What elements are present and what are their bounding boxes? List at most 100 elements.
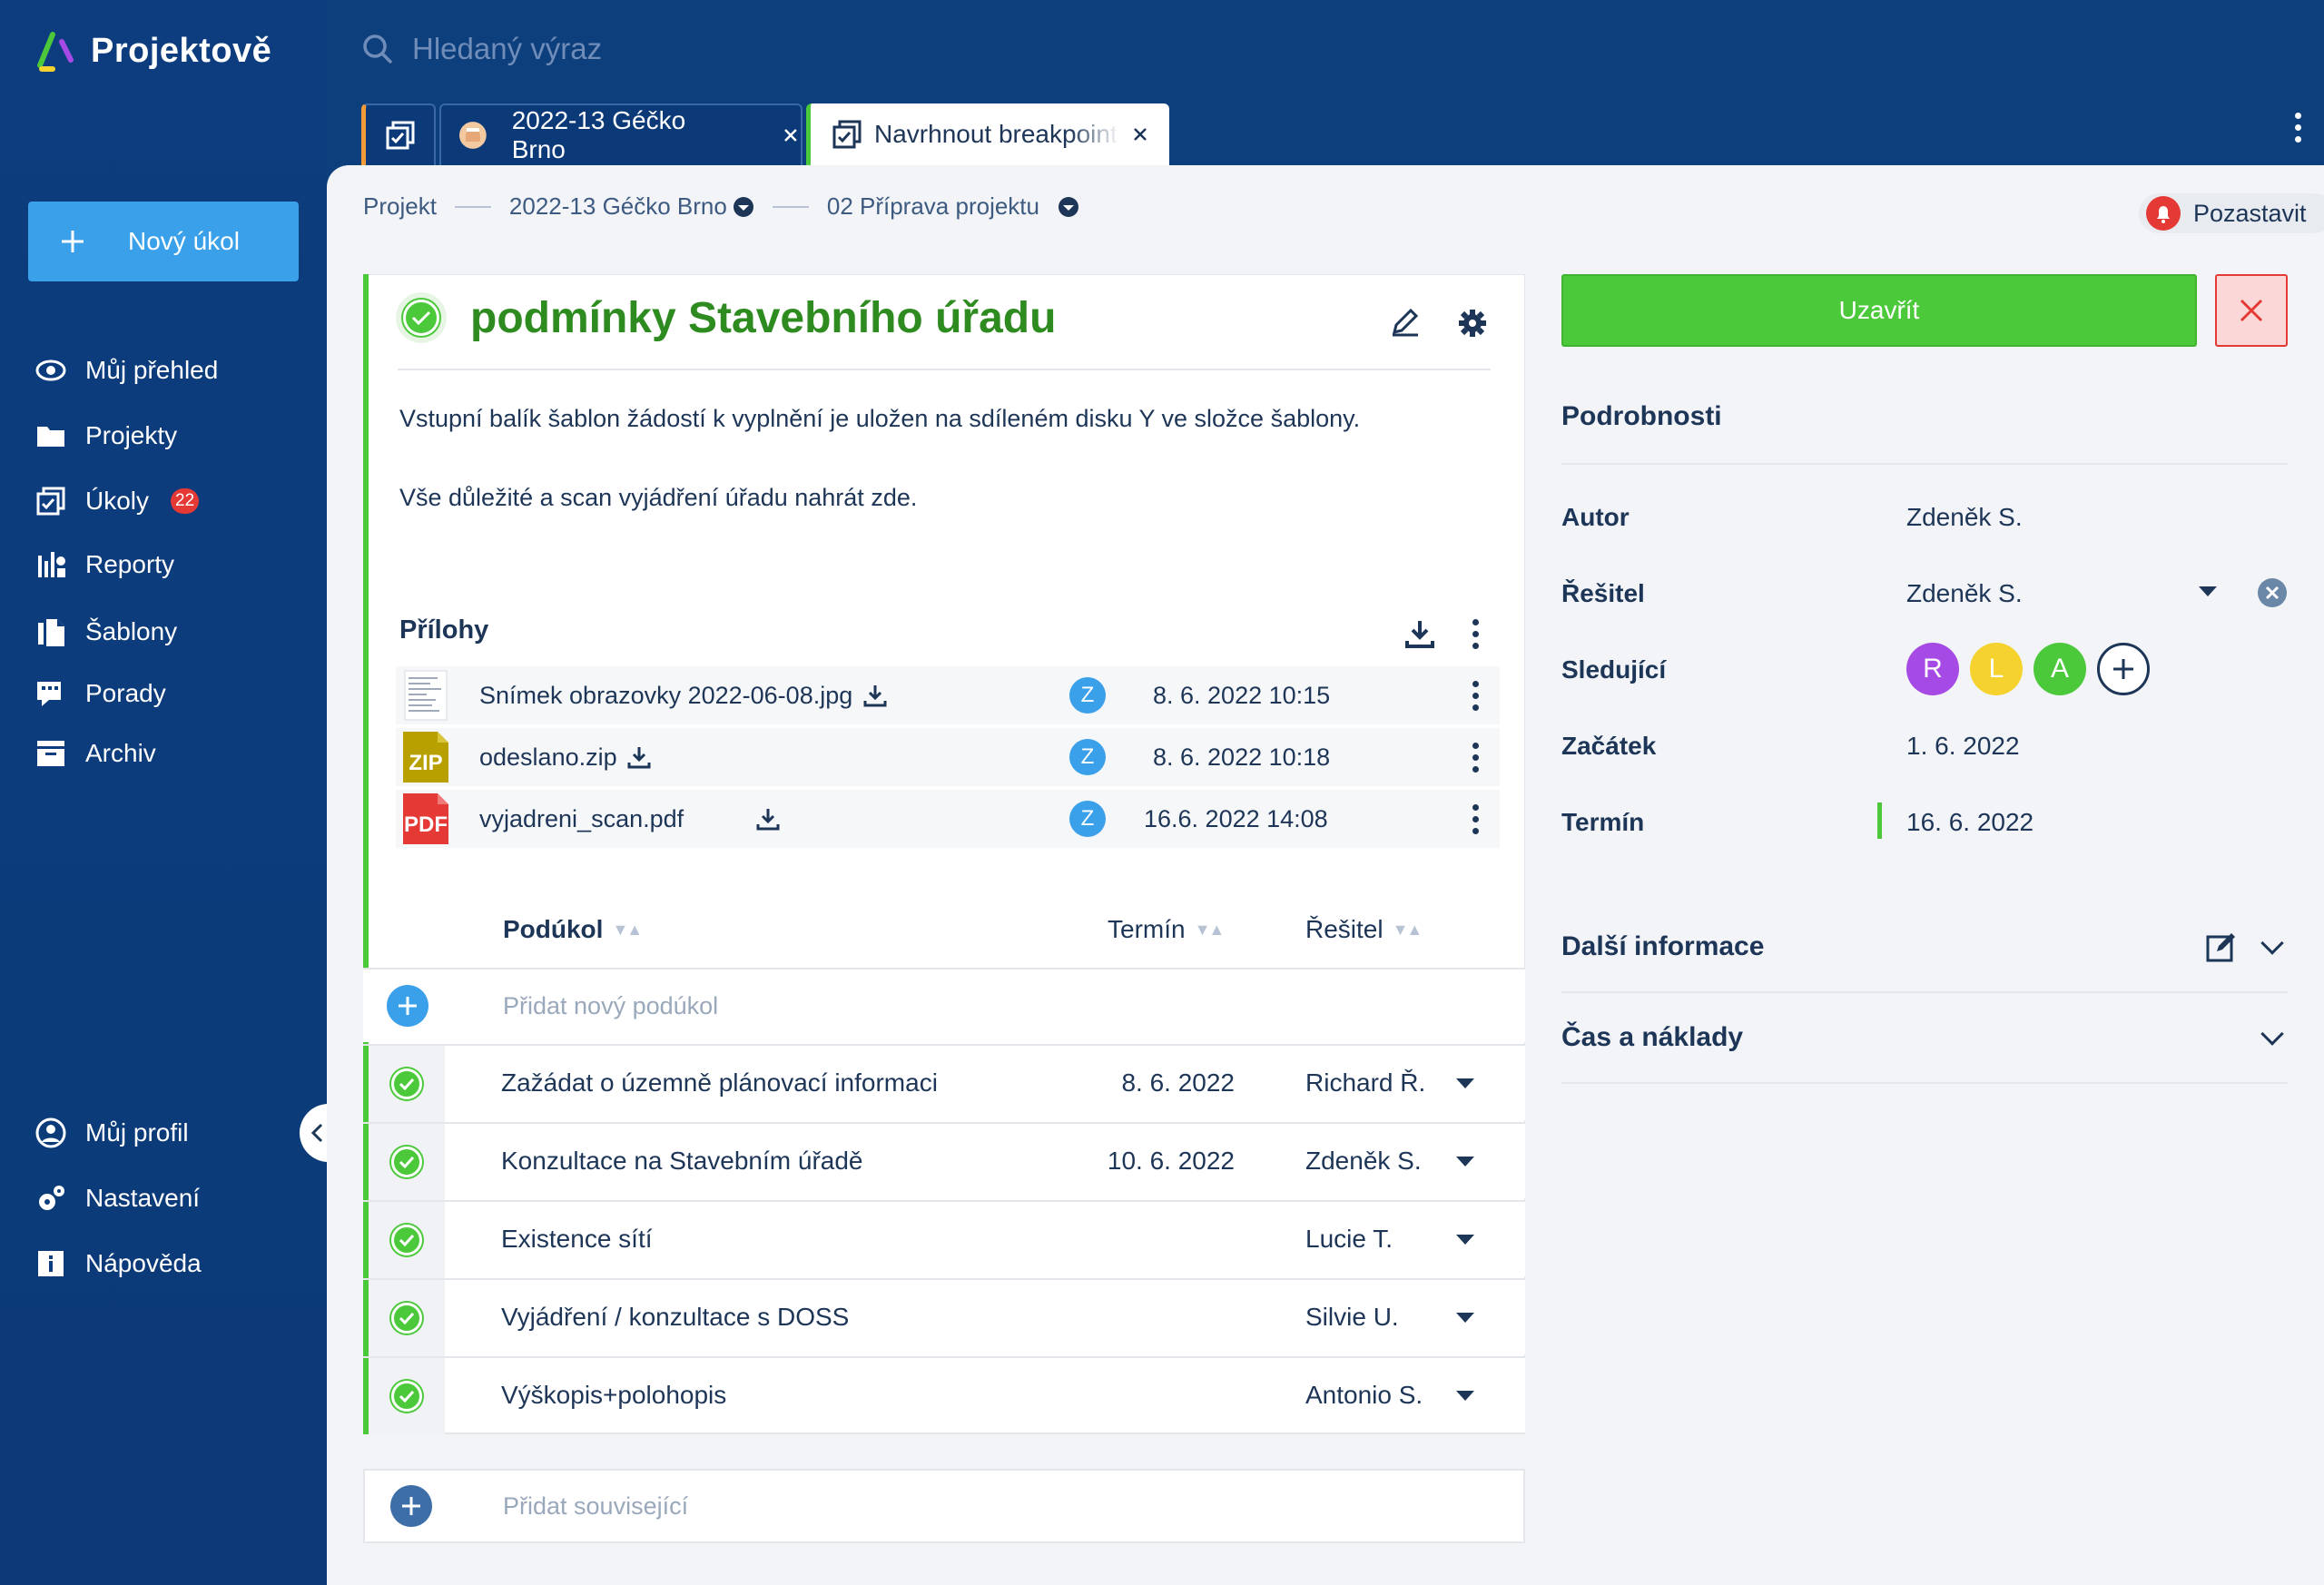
pause-button[interactable]: Pozastavit bbox=[2139, 193, 2324, 233]
chevron-down-icon[interactable] bbox=[2199, 586, 2217, 596]
subtask-name[interactable]: Existence sítí bbox=[501, 1225, 653, 1253]
sidebar-item-settings[interactable]: Nastavení bbox=[34, 1178, 200, 1218]
add-subtask-row[interactable]: Přidat nový podúkol bbox=[363, 968, 1525, 1042]
chevron-down-icon[interactable] bbox=[1456, 1156, 1474, 1167]
start-value[interactable]: 1. 6. 2022 bbox=[1906, 732, 2020, 760]
column-header-date[interactable]: Termín ▼▲ bbox=[1108, 915, 1225, 944]
table-row[interactable]: Zažádat o územně plánovací informaci 8. … bbox=[363, 1044, 1525, 1122]
solver-select[interactable]: Zdeněk S. bbox=[1906, 579, 2023, 607]
sidebar-item-help[interactable]: Nápověda bbox=[34, 1244, 202, 1284]
chevron-down-circle-icon[interactable] bbox=[1058, 196, 1079, 218]
divider bbox=[1561, 463, 2288, 465]
more-info-heading[interactable]: Další informace bbox=[1561, 931, 1765, 961]
avatar[interactable]: L bbox=[1970, 643, 2023, 695]
attachment-row[interactable]: ZIP odeslano.zip Z 8. 6. 2022 10:18 bbox=[396, 728, 1500, 786]
zip-file-icon: ZIP bbox=[403, 732, 448, 783]
close-icon[interactable] bbox=[781, 125, 801, 145]
chevron-down-icon[interactable] bbox=[1456, 1234, 1474, 1245]
avatar[interactable]: R bbox=[1906, 643, 1959, 695]
close-icon[interactable] bbox=[1130, 124, 1150, 144]
meetings-icon bbox=[37, 682, 61, 706]
attachment-menu-icon[interactable] bbox=[1472, 742, 1479, 773]
table-row[interactable]: Výškopis+polohopis Antonio S. bbox=[363, 1356, 1525, 1434]
clear-icon[interactable] bbox=[2257, 577, 2288, 608]
sidebar-item-meetings[interactable]: Porady bbox=[34, 674, 166, 714]
zip-label: ZIP bbox=[409, 751, 442, 775]
subtask-name[interactable]: Vyjádření / konzultace s DOSS bbox=[501, 1303, 850, 1331]
add-related-input[interactable]: Přidat související bbox=[503, 1491, 689, 1520]
search-input[interactable]: Hledaný výraz bbox=[412, 32, 603, 65]
sidebar-item-archive[interactable]: Archiv bbox=[34, 733, 156, 773]
sort-icon: ▼▲ bbox=[1392, 920, 1423, 939]
close-icon bbox=[2240, 299, 2263, 322]
subtask-complete-toggle[interactable] bbox=[369, 1046, 445, 1122]
subtask-complete-toggle[interactable] bbox=[369, 1202, 445, 1278]
plus-icon[interactable] bbox=[390, 1485, 432, 1527]
subtask-complete-toggle[interactable] bbox=[369, 1124, 445, 1200]
subtask-solver: Lucie T. bbox=[1305, 1225, 1393, 1253]
check-icon bbox=[403, 300, 439, 336]
pencil-icon[interactable] bbox=[1389, 305, 1422, 338]
add-follower-button[interactable] bbox=[2097, 643, 2150, 695]
column-header-solver[interactable]: Řešitel ▼▲ bbox=[1305, 915, 1423, 944]
tab-current-task[interactable]: Navrhnout breakpoint bbox=[806, 103, 1169, 165]
time-costs-heading[interactable]: Čas a náklady bbox=[1561, 1022, 1744, 1052]
add-subtask-input[interactable]: Přidat nový podúkol bbox=[503, 991, 719, 1019]
search-icon bbox=[363, 34, 393, 64]
search-bar[interactable]: Hledaný výraz bbox=[359, 31, 602, 67]
new-task-button[interactable]: Nový úkol bbox=[28, 202, 299, 281]
breadcrumb-root[interactable]: Projekt bbox=[363, 192, 437, 220]
attachment-row[interactable]: Snímek obrazovky 2022-06-08.jpg Z 8. 6. … bbox=[396, 666, 1500, 724]
sidebar-item-overview[interactable]: Můj přehled bbox=[34, 350, 218, 390]
chevron-down-icon[interactable] bbox=[1456, 1312, 1474, 1323]
cancel-task-button[interactable] bbox=[2215, 274, 2288, 347]
download-icon[interactable] bbox=[1403, 617, 1436, 650]
chevron-down-circle-icon[interactable] bbox=[733, 196, 754, 218]
attachment-name[interactable]: vyjadreni_scan.pdf bbox=[479, 804, 684, 832]
attachment-row[interactable]: PDF vyjadreni_scan.pdf Z 16.6. 2022 14:0… bbox=[396, 790, 1500, 848]
plus-icon[interactable] bbox=[387, 985, 428, 1027]
avatar[interactable]: A bbox=[2034, 643, 2086, 695]
subtask-name[interactable]: Zažádat o územně plánovací informaci bbox=[501, 1068, 938, 1097]
column-header-subtask[interactable]: Podúkol ▼▲ bbox=[503, 915, 643, 944]
download-icon[interactable] bbox=[755, 806, 781, 832]
task-title: podmínky Stavebního úřadu bbox=[470, 293, 1057, 342]
breadcrumb-phase[interactable]: 02 Příprava projektu bbox=[826, 192, 1039, 220]
attachment-name[interactable]: Snímek obrazovky 2022-06-08.jpg bbox=[479, 681, 853, 709]
sidebar-item-profile[interactable]: Můj profil bbox=[34, 1113, 189, 1153]
breadcrumb-project[interactable]: 2022-13 Géčko Brno bbox=[508, 192, 727, 220]
download-icon[interactable] bbox=[862, 683, 888, 708]
attachments-menu-icon[interactable] bbox=[1472, 619, 1479, 649]
chevron-down-icon[interactable] bbox=[1456, 1078, 1474, 1088]
attachment-menu-icon[interactable] bbox=[1472, 680, 1479, 711]
table-row[interactable]: Existence sítí Lucie T. bbox=[363, 1200, 1525, 1278]
more-menu-icon[interactable] bbox=[2295, 113, 2301, 143]
sidebar-item-label: Porady bbox=[85, 679, 166, 707]
subtask-complete-toggle[interactable] bbox=[369, 1358, 445, 1434]
chevron-down-icon[interactable] bbox=[1456, 1390, 1474, 1401]
attachment-name[interactable]: odeslano.zip bbox=[479, 743, 617, 771]
add-related-row[interactable]: Přidat související bbox=[363, 1469, 1525, 1543]
sidebar-item-templates[interactable]: Šablony bbox=[34, 612, 177, 652]
tab-project[interactable]: 2022-13 Géčko Brno bbox=[439, 103, 803, 165]
subtask-complete-toggle[interactable] bbox=[369, 1280, 445, 1356]
download-icon[interactable] bbox=[626, 744, 652, 770]
tab-tasks-overview[interactable] bbox=[361, 103, 436, 165]
subtask-name[interactable]: Výškopis+polohopis bbox=[501, 1381, 727, 1409]
tasks-icon bbox=[832, 120, 862, 149]
table-row[interactable]: Vyjádření / konzultace s DOSS Silvie U. bbox=[363, 1278, 1525, 1356]
subtask-name[interactable]: Konzultace na Stavebním úřadě bbox=[501, 1147, 863, 1175]
sidebar-item-reports[interactable]: Reporty bbox=[34, 545, 174, 585]
sidebar-item-projects[interactable]: Projekty bbox=[34, 416, 177, 456]
table-row[interactable]: Konzultace na Stavebním úřadě 10. 6. 202… bbox=[363, 1122, 1525, 1200]
edit-icon[interactable] bbox=[2204, 930, 2239, 964]
app-logo[interactable]: Projektově bbox=[34, 29, 271, 73]
folder-icon bbox=[37, 427, 64, 447]
sidebar-item-label: Šablony bbox=[85, 617, 178, 645]
attachment-menu-icon[interactable] bbox=[1472, 803, 1479, 834]
deadline-value[interactable]: 16. 6. 2022 bbox=[1906, 808, 2034, 836]
gear-icon[interactable] bbox=[1456, 307, 1489, 340]
task-complete-toggle[interactable] bbox=[396, 292, 447, 343]
close-task-button[interactable]: Uzavřít bbox=[1561, 274, 2197, 347]
sidebar-item-tasks[interactable]: Úkoly 22 bbox=[34, 481, 200, 521]
